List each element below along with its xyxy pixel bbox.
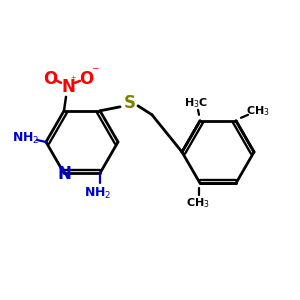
Text: N: N bbox=[61, 78, 75, 96]
Text: S: S bbox=[124, 94, 136, 112]
Text: $^-$: $^-$ bbox=[90, 65, 100, 78]
Text: N: N bbox=[57, 165, 71, 183]
Text: NH$_2$: NH$_2$ bbox=[84, 186, 112, 201]
Text: $^+$: $^+$ bbox=[69, 75, 77, 85]
Text: CH$_3$: CH$_3$ bbox=[186, 196, 210, 210]
Text: O: O bbox=[43, 70, 57, 88]
Text: O: O bbox=[79, 70, 93, 88]
Text: NH$_2$: NH$_2$ bbox=[12, 130, 40, 146]
Text: CH$_3$: CH$_3$ bbox=[246, 104, 270, 118]
Text: H$_3$C: H$_3$C bbox=[184, 96, 208, 110]
